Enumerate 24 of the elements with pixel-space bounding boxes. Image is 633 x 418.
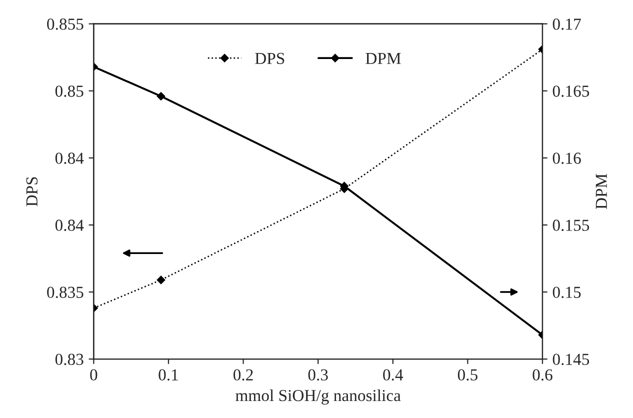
y2-tick-label: 0.17 (552, 18, 581, 30)
x-tick-label: 0.2 (234, 369, 253, 381)
y2-tick-label: 0.16 (552, 152, 581, 164)
y2-tick-label: 0.15 (552, 286, 581, 298)
x-tick-label: 0.3 (308, 369, 328, 381)
y-tick-label: 0.84 (55, 220, 84, 231)
x-tick-label: 0.6 (532, 369, 552, 381)
y-axis-title: DPS (26, 177, 38, 206)
y-tick-label: 0.835 (47, 286, 84, 298)
x-tick-label: 0 (90, 369, 98, 381)
legend-label: DPS (255, 52, 284, 64)
y-tick-label: 0.83 (55, 354, 84, 366)
y2-tick-label: 0.165 (552, 86, 590, 97)
y2-tick-label: 0.145 (552, 354, 590, 366)
y2-tick-label: 0.155 (552, 220, 590, 231)
y-tick-label: 0.855 (47, 18, 84, 30)
x-axis-title: mmol SiOH/g nanosilica (236, 389, 401, 405)
x-tick-label: 0.1 (158, 369, 178, 381)
y2-axis-title: DPM (596, 174, 607, 210)
y-tick-label: 0.84 (55, 152, 84, 164)
y-tick-label: 0.85 (55, 86, 84, 97)
x-tick-label: 0.5 (458, 369, 478, 381)
x-tick-label: 0.4 (383, 369, 404, 381)
legend-label: DPM (366, 52, 401, 64)
